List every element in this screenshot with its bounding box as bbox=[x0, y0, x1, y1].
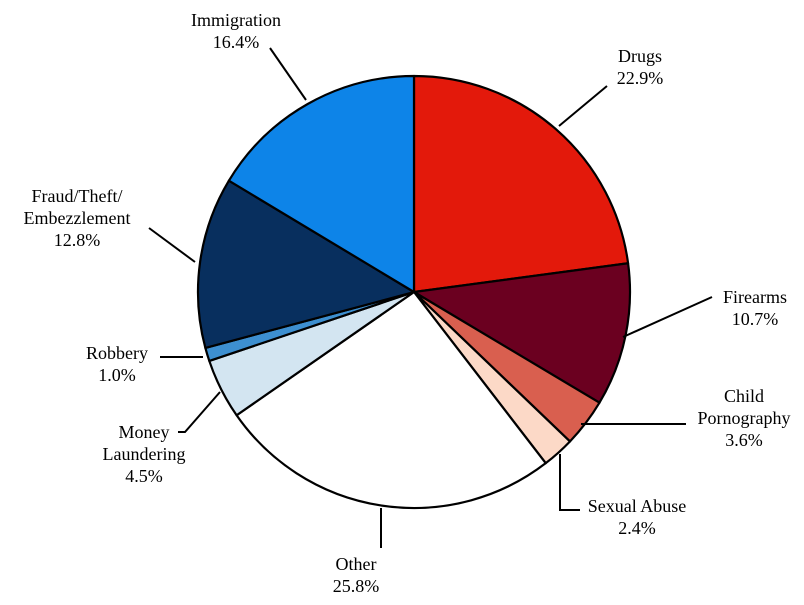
slice-value-label: 25.8% bbox=[333, 576, 380, 596]
pie-slice-other bbox=[235, 290, 547, 510]
slice-label: Money Laundering 4.5% bbox=[103, 422, 186, 486]
leader-line bbox=[558, 85, 608, 127]
slice-category-label: Pornography bbox=[698, 408, 791, 428]
slice-category-label: Robbery bbox=[86, 343, 148, 363]
leader-lines bbox=[148, 47, 713, 548]
pie-slice-immigration bbox=[227, 74, 416, 294]
slice-category-label: Firearms bbox=[723, 287, 787, 307]
slice-label: Immigration 16.4% bbox=[191, 10, 281, 52]
pie-slice-fraud-theft-embezzlement bbox=[196, 179, 416, 350]
pie-slices bbox=[196, 74, 632, 510]
slice-category-label: Other bbox=[336, 554, 377, 574]
slice-value-label: 1.0% bbox=[98, 365, 136, 385]
slice-value-label: 16.4% bbox=[213, 32, 260, 52]
slice-category-label: Immigration bbox=[191, 10, 281, 30]
leader-line bbox=[622, 296, 713, 338]
slice-label: Fraud/Theft/Embezzlement 12.8% bbox=[24, 186, 131, 250]
slice-value-label: 10.7% bbox=[732, 309, 779, 329]
slice-value-label: 2.4% bbox=[618, 518, 656, 538]
slice-category-label: Money bbox=[119, 422, 170, 442]
slice-label: Robbery 1.0% bbox=[86, 343, 148, 385]
slice-value-label: 4.5% bbox=[125, 466, 163, 486]
slice-category-label: Embezzlement bbox=[24, 208, 131, 228]
leader-line bbox=[269, 47, 307, 101]
slice-category-label: Laundering bbox=[103, 444, 186, 464]
slice-label: Firearms 10.7% bbox=[723, 287, 787, 329]
slice-labels: Drugs 22.9% Firearms 10.7% Child Pornography 3… bbox=[24, 10, 791, 596]
leader-line bbox=[559, 454, 580, 511]
slice-value-label: 3.6% bbox=[725, 430, 763, 450]
slice-category-label: Sexual Abuse bbox=[588, 496, 687, 516]
slice-label: Drugs 22.9% bbox=[617, 46, 664, 88]
slice-category-label: Child bbox=[724, 386, 764, 406]
slice-label: Child Pornography 3.6% bbox=[698, 386, 791, 450]
slice-value-label: 12.8% bbox=[54, 230, 101, 250]
slice-category-label: Drugs bbox=[618, 46, 662, 66]
slice-category-label: Fraud/Theft/ bbox=[32, 186, 123, 206]
leader-line bbox=[178, 391, 221, 433]
slice-label: Sexual Abuse 2.4% bbox=[588, 496, 687, 538]
pie-slice-drugs bbox=[412, 74, 630, 294]
slice-label: Other 25.8% bbox=[333, 554, 380, 596]
slice-value-label: 22.9% bbox=[617, 68, 664, 88]
leader-line bbox=[148, 227, 196, 263]
